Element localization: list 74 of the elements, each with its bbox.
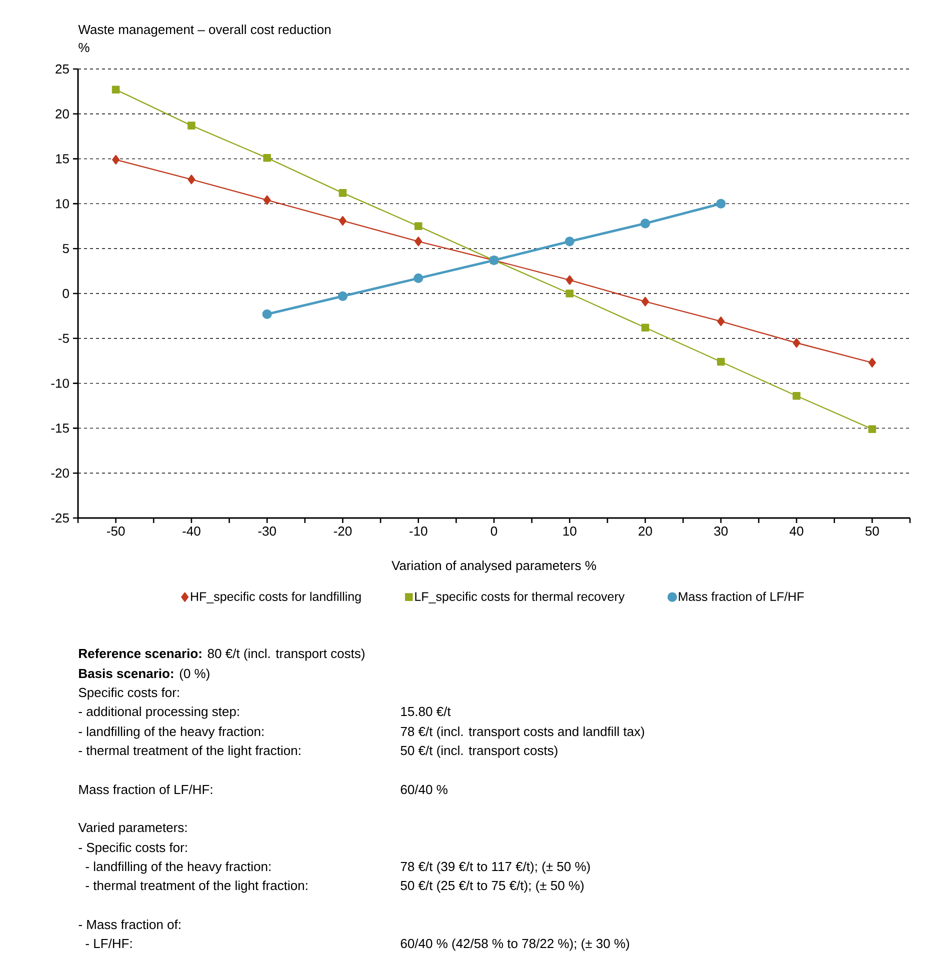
x-tick-label: -30 <box>258 526 276 536</box>
text: Specific costs for: <box>78 688 179 700</box>
point <box>792 392 800 400</box>
point <box>642 296 650 306</box>
point <box>566 275 574 285</box>
text: - Mass fraction of: <box>78 920 180 930</box>
text: 50 €/t (25 €/t to 75 €/t); (± 50 %) <box>400 880 584 893</box>
point <box>263 195 271 205</box>
y-tick-label: 25 <box>56 64 69 74</box>
text: 78 €/t (39 €/t to 117 €/t); (± 50 %) <box>400 862 590 874</box>
y-tick-label: 5 <box>62 244 69 254</box>
y-tick-label: 20 <box>56 109 69 118</box>
point <box>640 218 650 228</box>
point <box>868 425 876 433</box>
point <box>564 236 574 246</box>
text: Mass fraction of LF/HF: <box>79 784 212 794</box>
text: Reference scenario: 80 €/t (incl. transport costs) <box>79 648 364 661</box>
point <box>717 358 725 366</box>
x-tick-label: 40 <box>790 526 804 536</box>
chart-title: Waste management – overall cost reduction <box>78 24 330 37</box>
point <box>112 154 120 164</box>
y-tick-label: 0 <box>62 288 69 298</box>
text: Varied parameters: <box>78 822 187 835</box>
y-tick-label: -15 <box>51 424 69 433</box>
point <box>112 86 120 94</box>
point <box>641 324 650 332</box>
y-tick-label: -20 <box>51 468 69 478</box>
x-tick-label: 30 <box>714 526 728 536</box>
text: 78 €/t (incl. transport costs and landfill tax) <box>400 726 644 739</box>
text: 60/40 % <box>400 784 448 794</box>
point <box>414 222 422 230</box>
point <box>338 189 347 197</box>
point <box>188 174 196 184</box>
y-axis-title: % <box>78 42 90 52</box>
legend-label: HF_specific costs for landfilling <box>191 592 361 604</box>
point <box>338 291 348 301</box>
text: - landfilling of the heavy fraction: <box>86 862 270 874</box>
x-tick-label: 0 <box>490 526 498 536</box>
point <box>716 198 726 208</box>
y-tick-label: 15 <box>56 154 69 164</box>
y-tick-label: -10 <box>51 378 69 388</box>
x-tick-label: 50 <box>865 526 879 536</box>
x-tick-label: 20 <box>638 526 652 536</box>
point <box>188 122 196 130</box>
legend-label: Mass fraction of LF/HF <box>678 592 804 601</box>
point <box>262 309 272 319</box>
x-tick-label: 10 <box>563 526 576 536</box>
text: 15.80 €/t <box>401 706 451 716</box>
text: - additional processing step: <box>78 706 239 719</box>
point <box>566 290 574 298</box>
text: - thermal treatment of the light fraction: <box>86 880 308 893</box>
point <box>414 236 422 246</box>
text: 50 €/t (incl. transport costs) <box>400 746 558 758</box>
text: - LF/HF: <box>86 938 132 948</box>
point <box>263 154 271 162</box>
point <box>338 216 346 226</box>
x-axis-title: Variation of analysed parameters % <box>392 560 596 573</box>
text: 60/40 % (42/58 % to 78/22 %); (± 30 %) <box>400 938 630 951</box>
x-tick-label: -40 <box>182 526 200 536</box>
y-tick-label: 10 <box>56 199 69 208</box>
y-tick-label: -25 <box>51 513 69 523</box>
text: - thermal treatment of the light fraction: <box>78 746 300 758</box>
x-tick-label: -10 <box>410 526 428 536</box>
x-tick-label: -50 <box>107 526 125 536</box>
x-tick-label: -20 <box>334 526 352 536</box>
legend-label: LF_specific costs for thermal recovery <box>415 592 625 604</box>
point <box>414 273 424 284</box>
point <box>717 316 725 326</box>
text: - Specific costs for: <box>78 842 187 855</box>
y-tick-label: -5 <box>58 334 69 343</box>
point <box>868 358 876 368</box>
point <box>792 338 800 348</box>
text: - landfilling of the heavy fraction: <box>78 726 264 739</box>
text: Basis scenario: (0 %) <box>79 668 210 681</box>
